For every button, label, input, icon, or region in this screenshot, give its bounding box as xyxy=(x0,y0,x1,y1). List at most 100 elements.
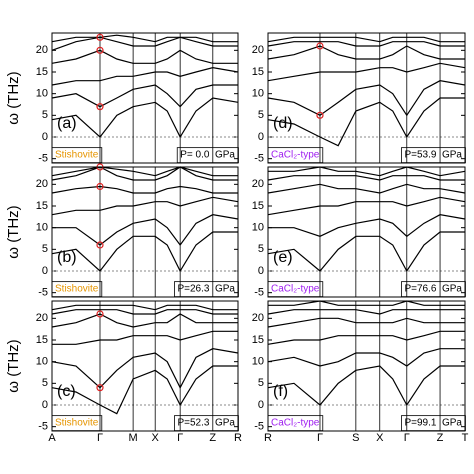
panel-frame xyxy=(51,166,239,298)
x-tick-label: Γ xyxy=(177,432,183,444)
pressure-label: P=52.3 GPa xyxy=(177,418,235,429)
y-tick-label: 10 xyxy=(36,356,48,368)
x-tick-label: X xyxy=(376,432,384,444)
y-tick-label: 20 xyxy=(252,178,264,190)
marker-circle xyxy=(96,310,104,318)
x-tick-label: R xyxy=(234,432,242,444)
material-label: Stishovite xyxy=(55,150,99,161)
panel-frame xyxy=(267,300,466,432)
y-axis-label: ω (THz) xyxy=(5,71,22,124)
phonon-branch xyxy=(51,309,238,315)
phonon-branch xyxy=(51,185,238,194)
phonon-branch xyxy=(267,36,465,43)
x-tick-label: A xyxy=(48,432,56,444)
y-tick-label: 20 xyxy=(36,44,48,56)
phonon-branch xyxy=(51,36,238,51)
y-tick-label: 10 xyxy=(36,88,48,100)
pressure-label: P=26.3 GPa xyxy=(177,284,235,295)
x-tick-label: Γ xyxy=(317,432,323,444)
x-tick-label: X xyxy=(152,432,160,444)
phonon-branch xyxy=(51,313,238,328)
phonon-branch xyxy=(267,309,465,315)
y-tick-label: 20 xyxy=(252,44,264,56)
y-tick-label: 5 xyxy=(42,109,48,121)
x-tick-label: M xyxy=(129,432,138,444)
material-label: CaCl₂-type xyxy=(271,284,320,295)
y-tick-label: 10 xyxy=(252,88,264,100)
y-tick-label: 10 xyxy=(252,222,264,234)
phonon-branch xyxy=(267,348,465,367)
pressure-box xyxy=(174,281,239,298)
phonon-branch xyxy=(267,196,466,216)
material-box xyxy=(51,147,103,164)
panel-label: (a) xyxy=(57,115,77,132)
phonon-branch xyxy=(267,365,465,407)
phonon-branch xyxy=(267,183,466,194)
panel-label: (e) xyxy=(273,249,293,266)
phonon-branch xyxy=(267,80,466,117)
phonon-branch xyxy=(51,231,238,273)
panel-label: (f) xyxy=(273,383,288,400)
phonon-branch xyxy=(52,214,239,247)
phonon-branch xyxy=(51,97,239,139)
x-tick-label: R xyxy=(264,432,272,444)
panel-label: (b) xyxy=(57,249,77,266)
pressure-label: P=99.1 GPa xyxy=(404,418,462,429)
y-tick-label: -5 xyxy=(38,153,48,165)
marker-circle xyxy=(316,42,324,50)
phonon-branch xyxy=(51,166,238,177)
material-box xyxy=(267,147,324,164)
y-tick-label: 15 xyxy=(36,200,48,212)
marker-circle xyxy=(316,111,324,119)
phonon-branch xyxy=(267,231,465,273)
x-tick-label: Z xyxy=(437,432,444,444)
y-axis-label: ω (THz) xyxy=(5,339,22,392)
y-tick-label: -5 xyxy=(254,287,264,299)
phonon-branch xyxy=(268,166,466,177)
y-tick-label: 15 xyxy=(36,334,48,346)
phonon-branch xyxy=(267,175,465,181)
marker-circle xyxy=(96,241,104,249)
phonon-branch xyxy=(51,166,238,181)
y-tick-label: 20 xyxy=(252,312,264,324)
pressure-label: P= 0.0 GPa xyxy=(180,150,235,161)
marker-circle xyxy=(96,33,104,41)
y-tick-label: 20 xyxy=(36,178,48,190)
pressure-box xyxy=(174,415,239,432)
y-tick-label: 0 xyxy=(42,265,48,277)
panel-frame xyxy=(267,166,466,298)
phonon-branch xyxy=(51,67,239,86)
panel-label: (c) xyxy=(57,383,76,400)
marker-circle xyxy=(96,46,104,54)
material-box xyxy=(51,281,103,298)
phonon-branch xyxy=(268,300,465,306)
y-tick-label: 5 xyxy=(258,377,264,389)
material-box xyxy=(267,281,324,298)
marker-circle xyxy=(96,182,104,191)
y-axis-label: ω (THz) xyxy=(5,205,22,258)
y-tick-label: 15 xyxy=(252,200,264,212)
material-box xyxy=(267,415,324,432)
panel-frame xyxy=(267,32,466,164)
y-tick-label: -5 xyxy=(254,421,264,433)
panel-frame xyxy=(51,32,239,164)
material-box xyxy=(51,415,103,432)
material-label: CaCl₂-type xyxy=(271,418,320,429)
y-tick-label: 20 xyxy=(36,312,48,324)
y-tick-label: 0 xyxy=(258,131,264,143)
marker-circle xyxy=(96,384,104,392)
y-tick-label: 0 xyxy=(42,131,48,143)
pressure-label: P=76.6 GPa xyxy=(404,284,462,295)
y-tick-label: 15 xyxy=(252,334,264,346)
phonon-branch xyxy=(267,45,465,60)
phonon-branch xyxy=(267,41,465,47)
pressure-box xyxy=(401,147,466,164)
y-tick-label: -5 xyxy=(38,421,48,433)
y-tick-label: -5 xyxy=(254,153,264,165)
pressure-label: P=53.9 GPa xyxy=(404,150,462,161)
phonon-branch xyxy=(51,34,238,43)
y-tick-label: 0 xyxy=(258,265,264,277)
pressure-box xyxy=(401,415,466,432)
